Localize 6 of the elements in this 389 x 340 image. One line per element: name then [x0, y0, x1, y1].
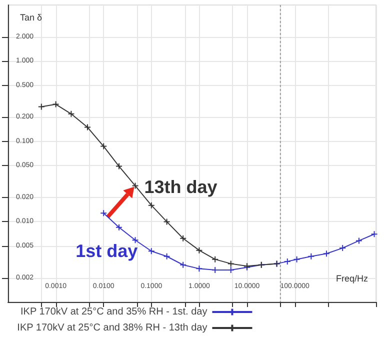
legend-label: IKP 170kV at 25°C and 38% RH - 13th day [17, 322, 208, 334]
legend-label: IKP 170kV at 25°C and 35% RH - 1st. day [20, 306, 208, 318]
annotation: 13th day [144, 176, 218, 197]
y-axis-title: Tan δ [20, 12, 42, 22]
annotation: 1st day [76, 241, 138, 262]
x-axis-title: Freq/Hz [336, 274, 368, 284]
